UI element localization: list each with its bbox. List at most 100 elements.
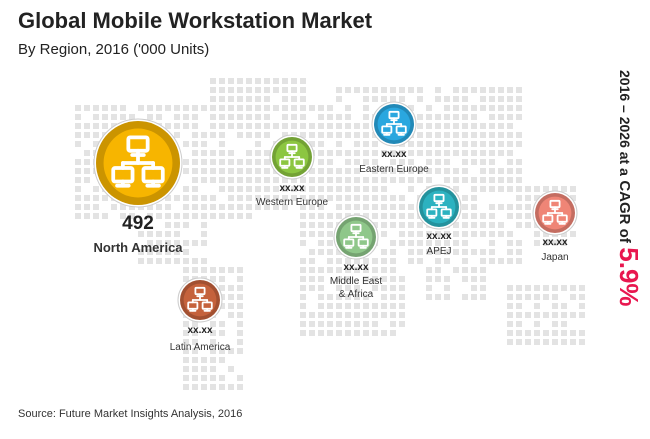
map-dot xyxy=(192,366,198,372)
map-dot xyxy=(165,258,171,264)
map-dot xyxy=(210,348,216,354)
map-dot xyxy=(201,141,207,147)
map-dot xyxy=(336,213,342,219)
map-dot xyxy=(363,114,369,120)
map-dot xyxy=(219,303,225,309)
map-dot xyxy=(507,159,513,165)
map-dot xyxy=(444,276,450,282)
map-dot xyxy=(264,186,270,192)
map-dot xyxy=(372,276,378,282)
map-dot xyxy=(111,204,117,210)
map-dot xyxy=(390,303,396,309)
map-dot xyxy=(201,159,207,165)
map-dot xyxy=(291,78,297,84)
map-dot xyxy=(372,285,378,291)
map-dot xyxy=(516,159,522,165)
map-dot xyxy=(372,168,378,174)
map-dot xyxy=(462,258,468,264)
map-dot xyxy=(435,87,441,93)
map-dot xyxy=(318,177,324,183)
map-dot xyxy=(498,168,504,174)
map-dot xyxy=(318,204,324,210)
map-dot xyxy=(192,384,198,390)
map-dot xyxy=(381,195,387,201)
map-dot xyxy=(102,114,108,120)
map-dot xyxy=(228,213,234,219)
map-dot xyxy=(183,105,189,111)
map-dot xyxy=(210,87,216,93)
map-dot xyxy=(201,267,207,273)
map-dot xyxy=(453,123,459,129)
map-dot xyxy=(255,150,261,156)
map-dot xyxy=(480,258,486,264)
map-dot xyxy=(75,168,81,174)
map-dot xyxy=(210,204,216,210)
map-dot xyxy=(552,312,558,318)
map-dot xyxy=(183,222,189,228)
map-dot xyxy=(75,186,81,192)
map-dot xyxy=(300,303,306,309)
map-dot xyxy=(345,177,351,183)
map-dot xyxy=(111,105,117,111)
map-dot xyxy=(309,132,315,138)
map-dot xyxy=(192,177,198,183)
map-dot xyxy=(210,195,216,201)
map-dot xyxy=(570,330,576,336)
map-dot xyxy=(183,258,189,264)
map-dot xyxy=(516,339,522,345)
map-dot xyxy=(291,186,297,192)
map-dot xyxy=(453,177,459,183)
network-computers-icon xyxy=(279,143,305,169)
region-value: xx.xx xyxy=(542,237,567,248)
map-dot xyxy=(426,168,432,174)
map-dot xyxy=(156,258,162,264)
map-dot xyxy=(525,195,531,201)
map-dot xyxy=(453,222,459,228)
map-dot xyxy=(516,330,522,336)
map-dot xyxy=(390,249,396,255)
map-dot xyxy=(264,159,270,165)
map-dot xyxy=(426,231,432,237)
map-dot xyxy=(498,231,504,237)
map-dot xyxy=(228,312,234,318)
map-dot xyxy=(426,114,432,120)
map-dot xyxy=(219,141,225,147)
region-value: 492 xyxy=(122,213,154,234)
map-dot xyxy=(336,132,342,138)
map-dot xyxy=(525,186,531,192)
network-computers-icon xyxy=(542,199,568,225)
map-dot xyxy=(318,159,324,165)
map-dot xyxy=(201,384,207,390)
map-dot xyxy=(408,231,414,237)
map-dot xyxy=(75,105,81,111)
map-dot xyxy=(390,330,396,336)
map-dot xyxy=(498,141,504,147)
map-dot xyxy=(228,87,234,93)
map-dot xyxy=(507,177,513,183)
map-dot xyxy=(462,87,468,93)
map-dot xyxy=(525,222,531,228)
map-dot xyxy=(192,213,198,219)
map-dot xyxy=(345,267,351,273)
region-name: Middle East & Africa xyxy=(330,276,382,300)
map-dot xyxy=(363,213,369,219)
map-dot xyxy=(111,114,117,120)
map-dot xyxy=(165,249,171,255)
map-dot xyxy=(327,267,333,273)
map-dot xyxy=(210,366,216,372)
map-dot xyxy=(354,150,360,156)
map-dot xyxy=(444,123,450,129)
map-dot xyxy=(507,132,513,138)
map-dot xyxy=(309,195,315,201)
region-name: Latin America xyxy=(170,342,231,353)
map-dot xyxy=(516,294,522,300)
map-dot xyxy=(192,375,198,381)
map-dot xyxy=(246,105,252,111)
map-dot xyxy=(228,159,234,165)
map-dot xyxy=(228,105,234,111)
map-dot xyxy=(417,177,423,183)
map-dot xyxy=(399,312,405,318)
map-dot xyxy=(120,114,126,120)
map-dot xyxy=(345,87,351,93)
map-dot xyxy=(273,123,279,129)
